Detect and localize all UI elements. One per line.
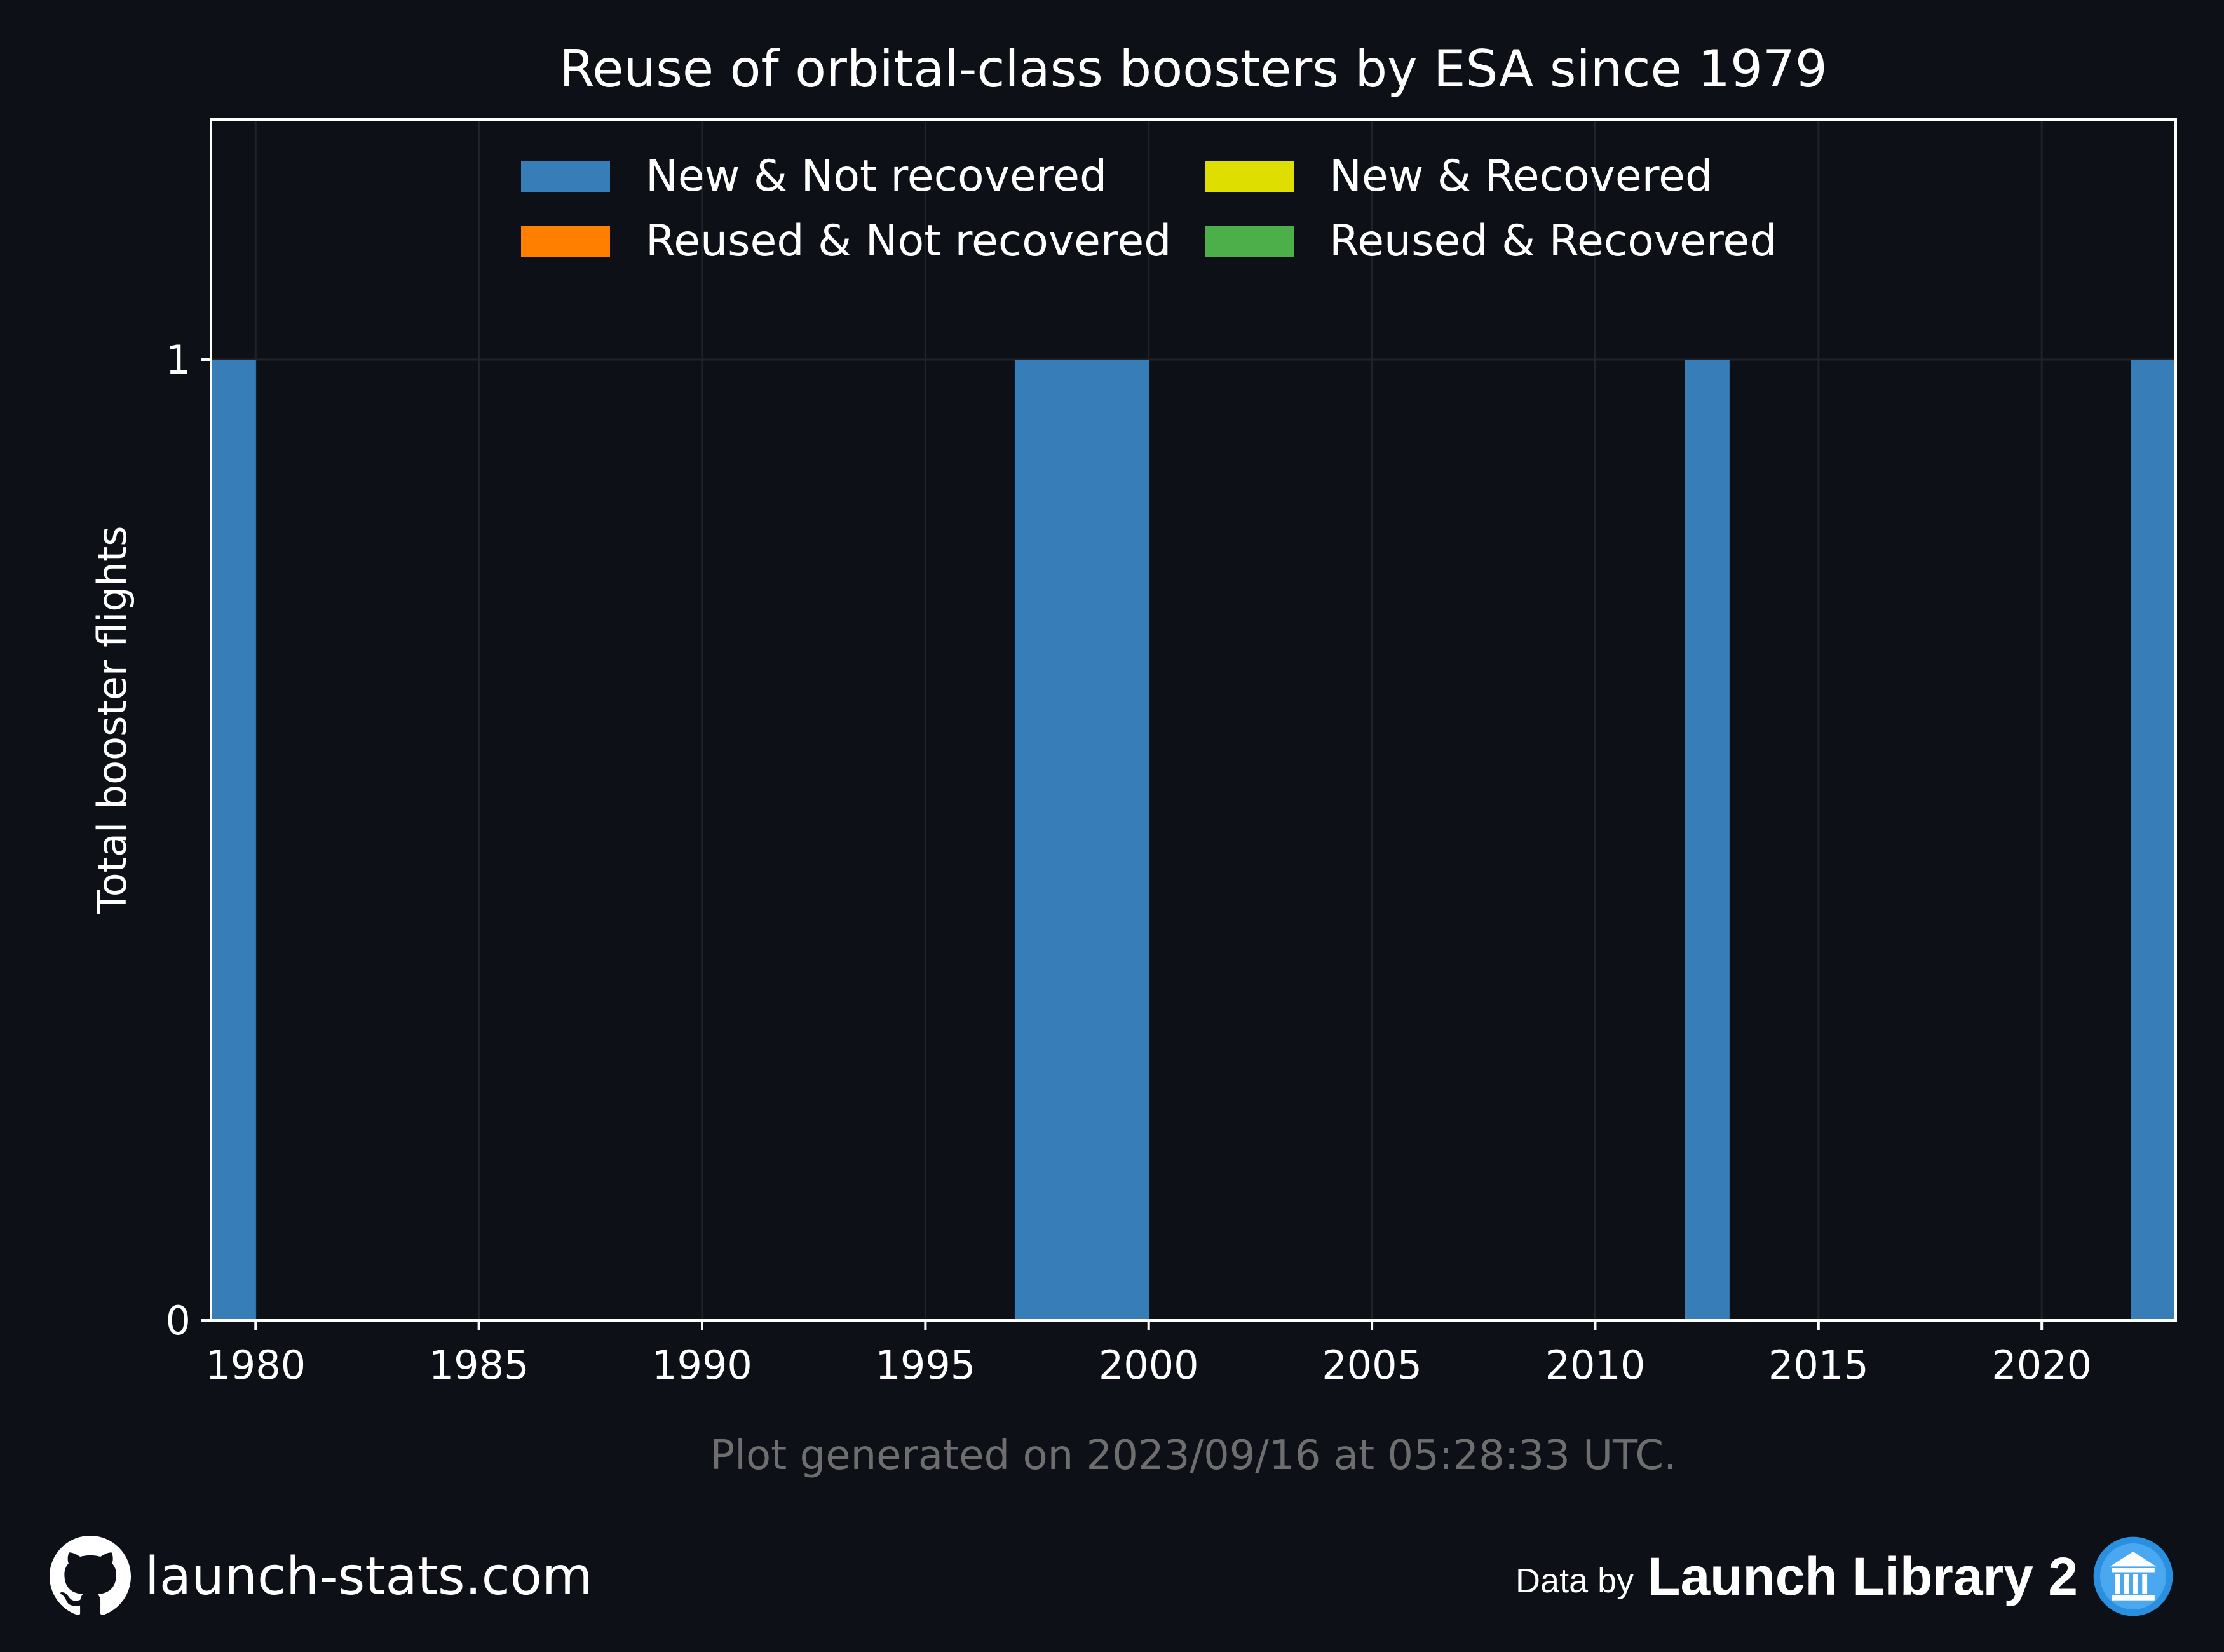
x-tick-label: 1985 xyxy=(429,1342,529,1388)
launch-library-icon xyxy=(2093,1536,2173,1616)
legend: New & Not recovered Reused & Not recovere… xyxy=(521,151,1777,266)
bar xyxy=(1059,360,1105,1320)
legend-swatch xyxy=(1205,226,1294,257)
x-tick-label: 2015 xyxy=(1768,1342,1869,1388)
plot-frame xyxy=(210,118,2177,1322)
legend-swatch xyxy=(1205,161,1294,192)
x-tick-label: 2005 xyxy=(1322,1342,1422,1388)
legend-label: New & Not recovered xyxy=(646,151,1107,201)
legend-label: New & Recovered xyxy=(1329,151,1712,201)
site-link[interactable]: launch-stats.com xyxy=(145,1546,593,1607)
bar xyxy=(211,360,256,1320)
bars xyxy=(211,360,2176,1320)
y-tick-label: 0 xyxy=(166,1297,191,1344)
legend-swatch xyxy=(521,161,610,192)
footer-data-source: Data by Launch Library 2 xyxy=(1515,1535,2174,1618)
x-axis-ticks: 1980 1985 1990 1995 2000 2005 2010 2015 2020 xyxy=(205,1320,2092,1388)
y-axis-ticks: 01 xyxy=(166,337,211,1344)
chart-title: Reuse of orbital-class boosters by ESA s… xyxy=(559,39,1827,98)
x-tick-label: 1980 xyxy=(205,1342,306,1388)
x-tick-label: 2020 xyxy=(1991,1342,2092,1388)
data-by-label: Data by xyxy=(1515,1562,1634,1600)
x-tick-label: 2000 xyxy=(1099,1342,1199,1388)
bar xyxy=(1685,360,1730,1320)
bar xyxy=(1014,360,1060,1320)
legend-swatch xyxy=(521,226,610,257)
x-tick-label: 2010 xyxy=(1545,1342,1646,1388)
y-axis-label: Total booster flights xyxy=(89,525,135,914)
plot-background xyxy=(211,119,2176,1320)
bar xyxy=(1104,360,1149,1320)
github-icon xyxy=(50,1536,131,1615)
bar xyxy=(2131,360,2176,1320)
x-tick-label: 1995 xyxy=(875,1342,975,1388)
legend-label: Reused & Recovered xyxy=(1329,216,1777,266)
generated-timestamp: Plot generated on 2023/09/16 at 05:28:33… xyxy=(710,1432,1677,1479)
legend-label: Reused & Not recovered xyxy=(646,216,1171,266)
footer-site: launch-stats.com xyxy=(50,1535,593,1618)
launch-library-label: Launch Library 2 xyxy=(1648,1546,2078,1606)
x-tick-label: 1990 xyxy=(652,1342,752,1388)
y-tick-label: 1 xyxy=(166,337,191,383)
